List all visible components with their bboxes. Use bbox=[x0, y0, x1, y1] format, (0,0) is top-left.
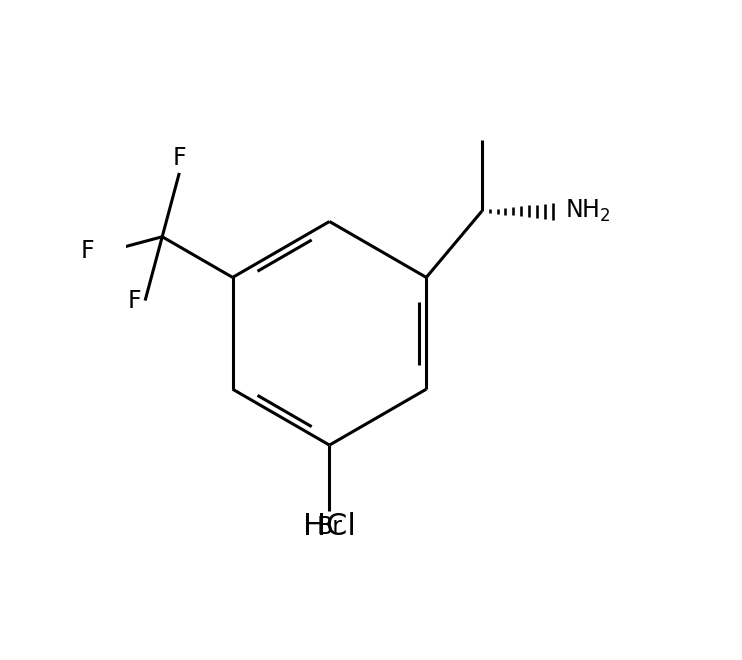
Text: F: F bbox=[81, 240, 94, 263]
Text: HCl: HCl bbox=[303, 512, 356, 541]
Text: F: F bbox=[128, 288, 141, 313]
Text: NH$_2$: NH$_2$ bbox=[565, 198, 611, 224]
Text: F: F bbox=[172, 147, 186, 170]
Text: Br: Br bbox=[316, 515, 343, 539]
